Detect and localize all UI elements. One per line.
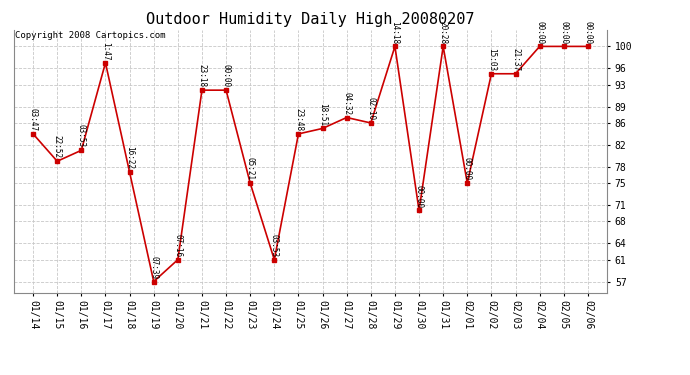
Text: 23:48: 23:48 [294, 108, 303, 131]
Text: 22:52: 22:52 [52, 135, 61, 159]
Text: 03:53: 03:53 [77, 124, 86, 147]
Text: 02:10: 02:10 [366, 97, 375, 120]
Text: 14:18: 14:18 [391, 21, 400, 44]
Text: 05:21: 05:21 [246, 157, 255, 180]
Text: 00:00: 00:00 [535, 21, 544, 44]
Text: 23:18: 23:18 [197, 64, 206, 87]
Text: 07:39: 07:39 [149, 256, 158, 279]
Text: 00:00: 00:00 [584, 21, 593, 44]
Text: 03:53: 03:53 [270, 234, 279, 257]
Text: 16:22: 16:22 [125, 146, 134, 170]
Text: Copyright 2008 Cartopics.com: Copyright 2008 Cartopics.com [15, 32, 166, 40]
Text: 04:32: 04:32 [342, 92, 351, 115]
Text: 00:00: 00:00 [221, 64, 230, 87]
Title: Outdoor Humidity Daily High 20080207: Outdoor Humidity Daily High 20080207 [146, 12, 475, 27]
Text: 15:03: 15:03 [487, 48, 496, 71]
Text: 00:00: 00:00 [463, 157, 472, 180]
Text: 00:00: 00:00 [415, 184, 424, 208]
Text: 20:28: 20:28 [439, 21, 448, 44]
Text: 03:47: 03:47 [28, 108, 37, 131]
Text: 18:51: 18:51 [318, 102, 327, 126]
Text: 1:47: 1:47 [101, 42, 110, 60]
Text: 21:37: 21:37 [511, 48, 520, 71]
Text: 07:16: 07:16 [173, 234, 182, 257]
Text: 00:00: 00:00 [560, 21, 569, 44]
